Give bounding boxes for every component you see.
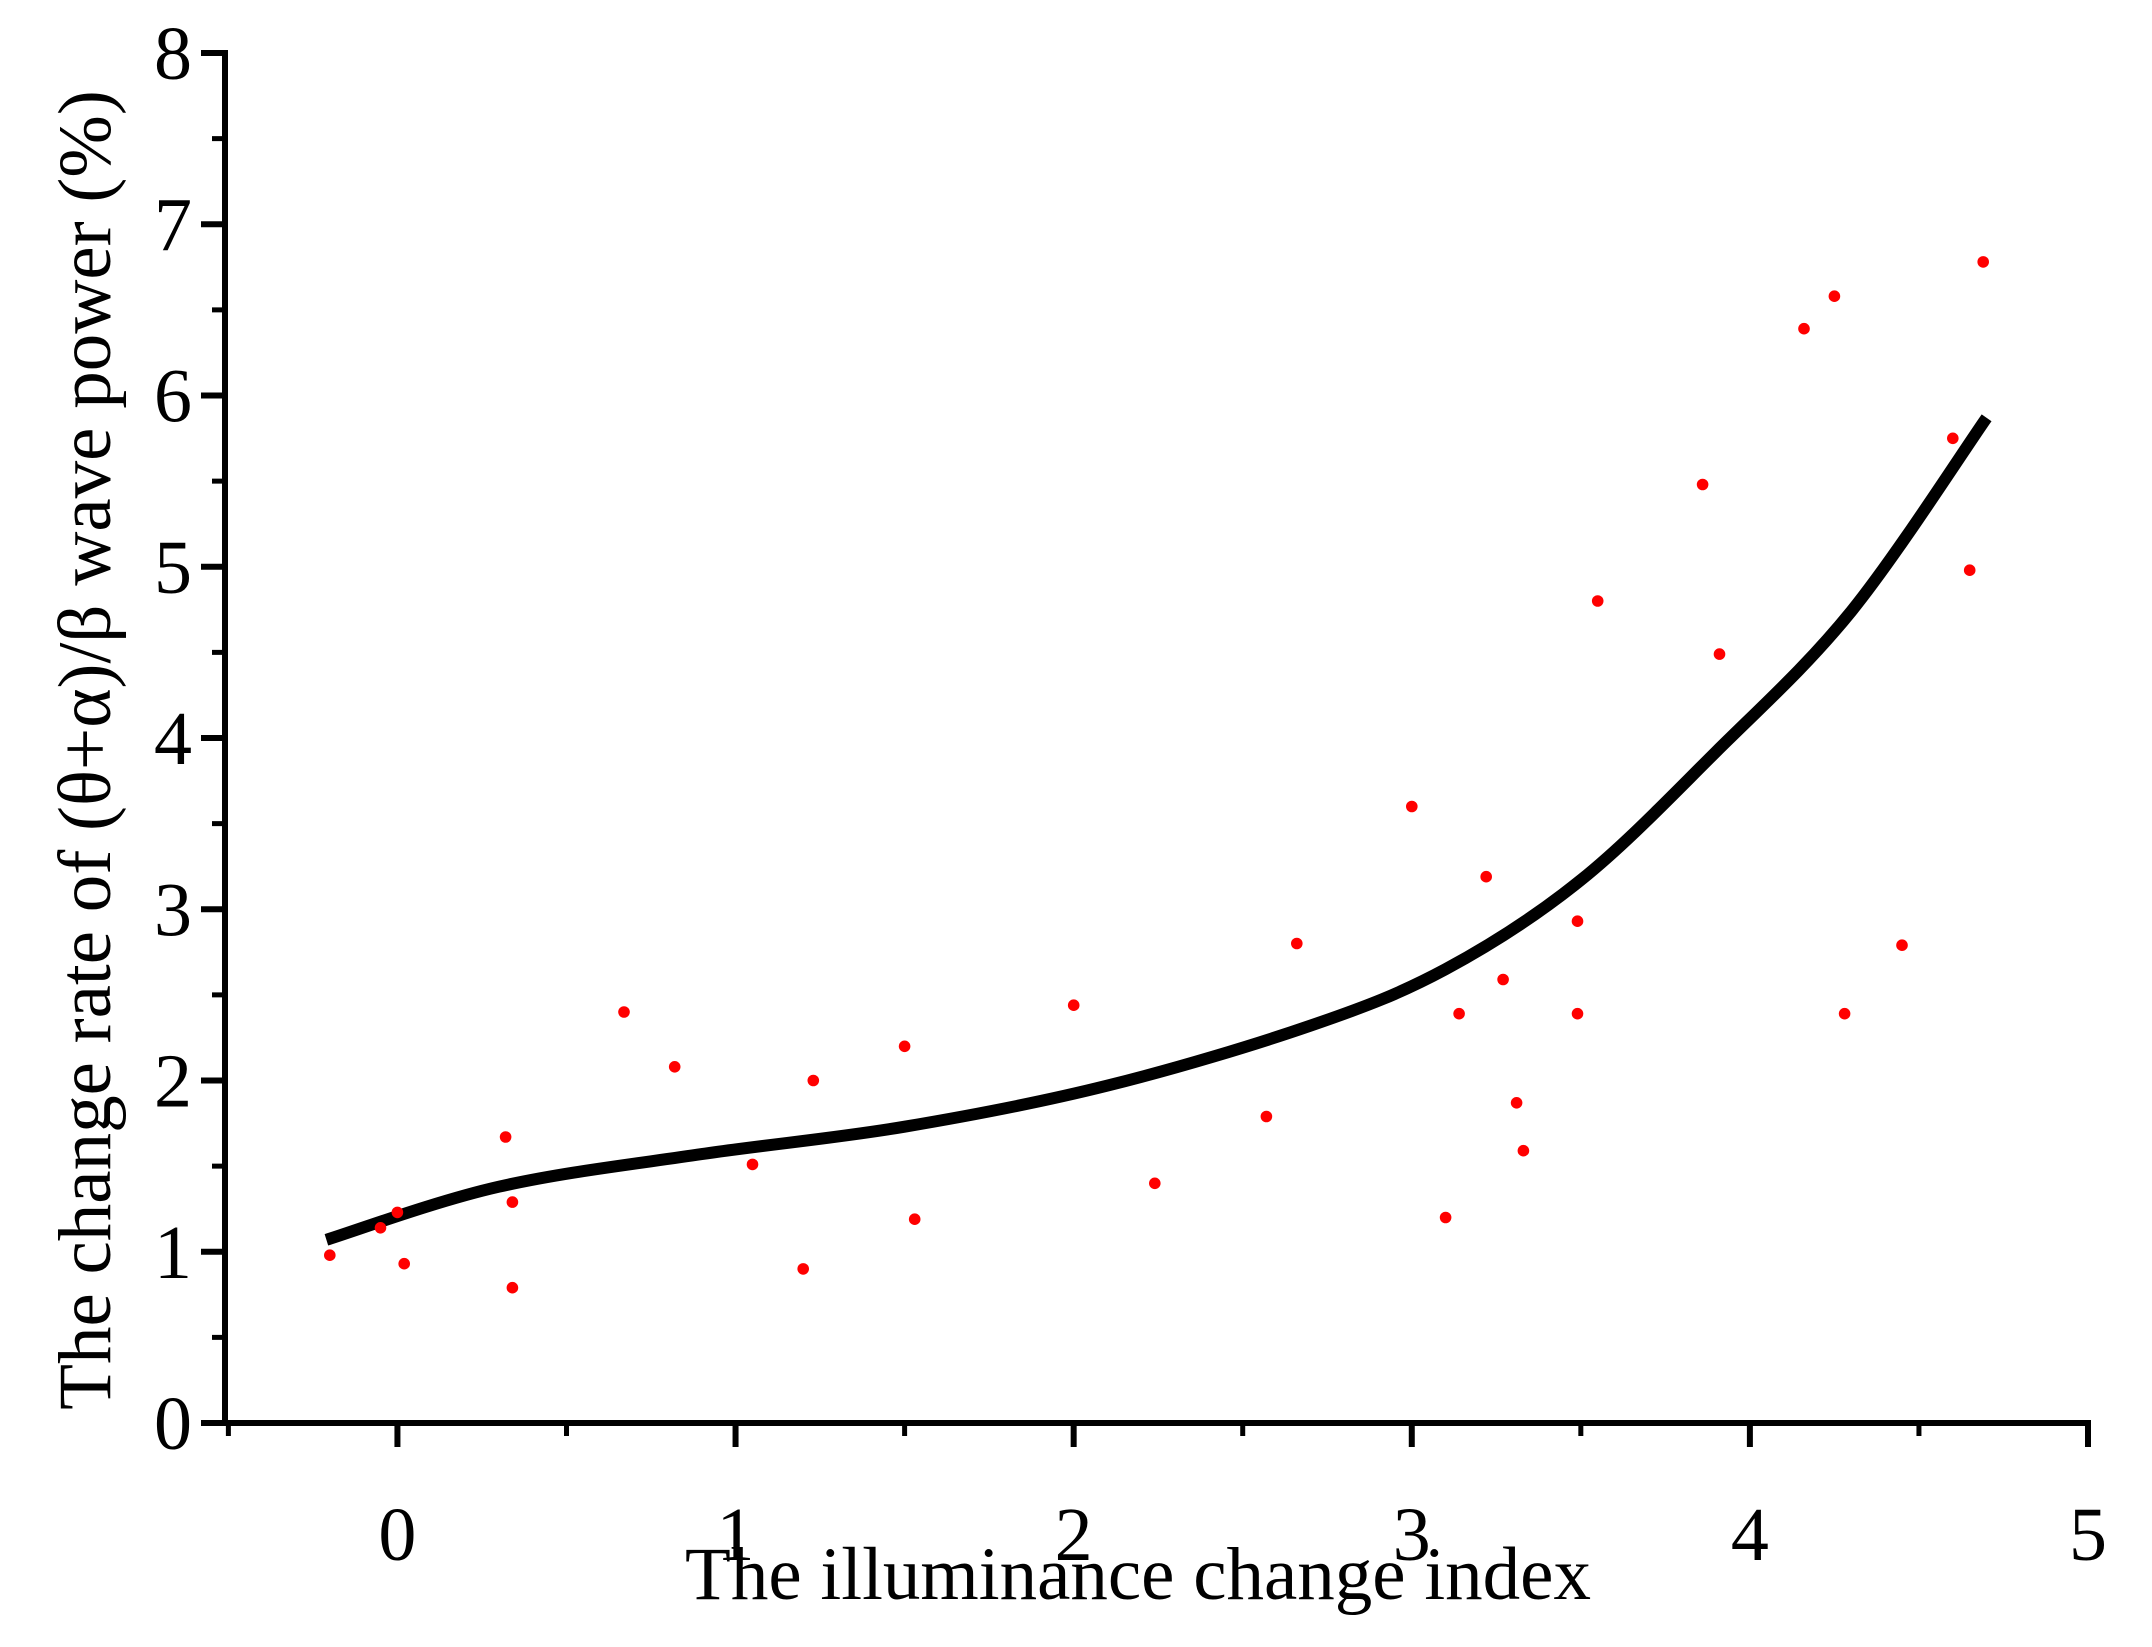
data-point: [1291, 937, 1303, 950]
data-point: [746, 1158, 759, 1171]
data-point: [1149, 1177, 1161, 1190]
data-point: [1963, 564, 1976, 576]
data-point: [1439, 1211, 1452, 1224]
data-point: [1453, 1007, 1465, 1020]
axis-titles-layer: The illuminance change index The change …: [44, 90, 1591, 1616]
data-point: [374, 1222, 387, 1234]
data-point: [807, 1074, 820, 1087]
fit-curve-layer: [324, 414, 1992, 1246]
y-tick-label: 4: [154, 697, 192, 781]
data-point: [898, 1040, 911, 1053]
data-point: [506, 1196, 519, 1208]
data-point: [1260, 1110, 1273, 1123]
y-tick-label: 5: [154, 526, 192, 610]
x-tick-label: 3: [1393, 1493, 1431, 1577]
data-point: [324, 1249, 336, 1261]
data-point: [1977, 256, 1989, 268]
data-point: [1067, 999, 1080, 1011]
x-tick-label: 5: [2069, 1493, 2107, 1577]
data-point: [1591, 595, 1604, 607]
y-tick-label: 0: [154, 1382, 192, 1466]
data-point: [1696, 478, 1709, 491]
data-point: [1798, 322, 1810, 335]
data-point: [797, 1263, 809, 1275]
y-axis-title: The change rate of (θ+α)/β wave power (%…: [44, 90, 127, 1410]
x-tick-label: 2: [1055, 1493, 1093, 1577]
data-point: [1828, 290, 1841, 303]
y-tick-label: 7: [154, 183, 192, 267]
data-point: [1713, 648, 1726, 660]
data-point: [499, 1131, 512, 1143]
fit-curve: [324, 414, 1992, 1246]
data-point: [668, 1061, 681, 1073]
data-point: [1406, 800, 1418, 813]
data-point: [908, 1213, 921, 1225]
x-tick-label: 1: [717, 1493, 755, 1577]
scatter-layer: [324, 256, 1989, 1294]
data-point: [1571, 915, 1584, 927]
y-tick-label: 2: [154, 1040, 192, 1124]
data-point: [1896, 939, 1908, 951]
x-tick-label: 4: [1731, 1493, 1769, 1577]
data-point: [1497, 973, 1509, 986]
axes-layer: 0 1 2 3 4 5 0 1 2 3 4 5 6 7 8: [154, 12, 2107, 1577]
data-point: [1510, 1097, 1523, 1109]
x-axis-title: The illuminance change index: [685, 1533, 1591, 1616]
y-tick-label: 3: [154, 868, 192, 952]
axis-spines: [222, 50, 2091, 1426]
data-point: [398, 1257, 411, 1270]
data-point: [391, 1206, 404, 1219]
data-point: [1838, 1007, 1851, 1020]
data-point: [1480, 870, 1492, 883]
y-tick-label: 8: [154, 12, 192, 96]
data-point: [1571, 1007, 1584, 1020]
x-tick-label: 0: [378, 1493, 416, 1577]
data-point: [618, 1006, 630, 1018]
y-tick-label: 1: [154, 1211, 192, 1295]
data-point: [1947, 432, 1959, 445]
data-point: [506, 1281, 519, 1294]
data-point: [1517, 1144, 1530, 1157]
y-tick-label: 6: [154, 355, 192, 439]
